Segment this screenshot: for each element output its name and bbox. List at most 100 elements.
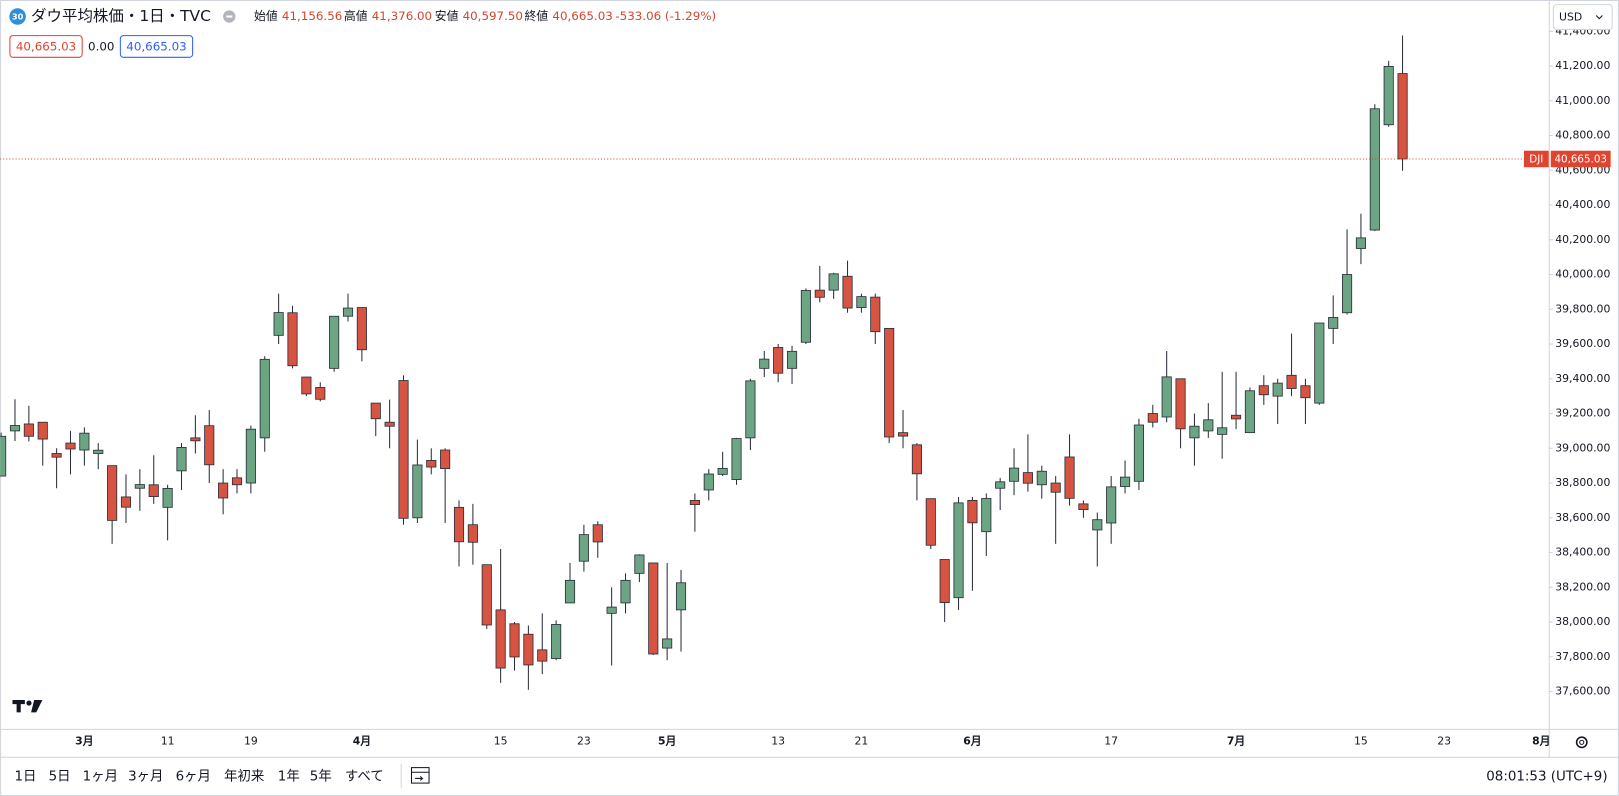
change: -533.06 (-1.29%) xyxy=(615,9,716,23)
candle-body xyxy=(329,315,340,369)
candle-body xyxy=(897,432,909,437)
x-tick-label: 19 xyxy=(244,734,258,747)
dropdown-chevron xyxy=(1595,15,1603,20)
candle-body xyxy=(1022,472,1033,484)
range-button[interactable]: 6ヶ月 xyxy=(176,769,211,784)
candle-body xyxy=(1397,73,1408,160)
candle-body xyxy=(537,649,548,662)
candle-body xyxy=(245,428,256,484)
candle-body xyxy=(870,296,881,333)
candle-body xyxy=(731,438,742,480)
candle-body xyxy=(1230,414,1242,420)
y-tick-label: 39,600.00 xyxy=(1555,337,1610,350)
ohlc-value: 41,376.00 xyxy=(372,9,432,23)
candle-body xyxy=(287,312,298,367)
candle-body xyxy=(356,307,367,351)
candle-body xyxy=(440,449,451,470)
range-button[interactable]: 1ヶ月 xyxy=(83,769,118,784)
candle-body xyxy=(1036,470,1047,486)
candle-body xyxy=(856,296,867,308)
candle-body xyxy=(412,464,423,519)
x-tick-label: 4月 xyxy=(353,734,371,747)
candle-body xyxy=(953,502,964,599)
goto-date-icon[interactable] xyxy=(410,767,430,784)
range-button[interactable]: 3ヶ月 xyxy=(128,769,163,784)
candle-body xyxy=(1092,519,1103,531)
candle-body xyxy=(509,623,520,658)
range-button[interactable]: 1日 xyxy=(15,769,37,784)
last-price-label: 40,665.03 xyxy=(1554,153,1606,165)
ohlc-value: 40,665.03 xyxy=(552,9,612,23)
candle-body xyxy=(884,327,895,438)
candle-body xyxy=(1050,482,1061,493)
candle-body xyxy=(1300,385,1311,399)
candle-body xyxy=(467,524,478,543)
ask-box[interactable] xyxy=(119,35,194,58)
ohlc-label: 始値 xyxy=(254,9,278,23)
candle-body xyxy=(842,275,853,309)
candle-body xyxy=(0,435,7,477)
candle-body xyxy=(1217,427,1228,435)
candle-body xyxy=(675,582,687,611)
candle-body xyxy=(481,564,492,626)
ohlc-value: 41,156.56 xyxy=(282,9,342,23)
candle-body xyxy=(384,421,395,427)
candle-body xyxy=(648,562,659,655)
clock: 08:01:53 (UTC+9) xyxy=(1486,769,1607,784)
candle-body xyxy=(911,444,922,475)
y-tick-label: 40,000.00 xyxy=(1555,268,1610,281)
candle-body xyxy=(551,624,562,659)
candle-body xyxy=(301,376,312,395)
range-button[interactable]: 1年 xyxy=(278,768,300,784)
candle-body xyxy=(1203,419,1214,432)
candle-body xyxy=(134,484,145,489)
range-button[interactable]: すべて xyxy=(345,768,384,784)
x-tick-label: 21 xyxy=(855,734,869,747)
candle-body xyxy=(453,506,465,543)
candle-body xyxy=(259,358,270,439)
candle-body xyxy=(1286,374,1297,389)
candle-body xyxy=(231,477,243,486)
range-button[interactable]: 年初来 xyxy=(224,768,264,784)
candle-body xyxy=(662,638,673,649)
symbol-tag xyxy=(1523,150,1549,168)
ohlc-label: 終値 xyxy=(525,9,549,23)
y-tick-label: 40,200.00 xyxy=(1555,233,1610,246)
range-button[interactable]: 5日 xyxy=(49,769,71,784)
settings-gear[interactable] xyxy=(1575,736,1588,749)
y-tick-label: 38,000.00 xyxy=(1555,615,1610,628)
candle-body xyxy=(634,554,645,574)
candle-body xyxy=(759,358,770,369)
y-tick-label: 39,800.00 xyxy=(1555,302,1610,315)
candle-body xyxy=(107,465,118,521)
y-tick-label: 37,600.00 xyxy=(1555,685,1610,698)
range-button[interactable]: 5年 xyxy=(310,768,332,784)
x-tick-label: 3月 xyxy=(75,734,93,747)
candle-body xyxy=(523,633,534,666)
candle-body xyxy=(148,484,159,497)
y-tick-label: 38,200.00 xyxy=(1555,580,1610,593)
range-toolbar: 1日 5日 1ヶ月 3ヶ月 6ヶ月 年初来 1年 5年 すべて xyxy=(15,768,384,784)
candle-body xyxy=(495,609,506,669)
ohlc-value: 40,597.50 xyxy=(463,9,523,23)
currency-dropdown[interactable] xyxy=(1552,4,1613,30)
candle-body xyxy=(1244,390,1255,434)
spread: 0.00 xyxy=(88,39,114,53)
x-tick-label: 15 xyxy=(1354,734,1368,747)
x-tick-label: 15 xyxy=(494,734,508,747)
ohlc-label: 安値 xyxy=(435,9,459,23)
candle-body xyxy=(939,559,950,603)
candle-body xyxy=(995,481,1006,489)
y-tick-label: 40,800.00 xyxy=(1555,129,1610,142)
ohlc-label: 高値 xyxy=(344,9,368,23)
bid-box[interactable] xyxy=(9,35,83,58)
candle-body xyxy=(190,437,201,442)
candle-body xyxy=(1175,378,1186,430)
candle-body xyxy=(1133,424,1144,482)
candle-body xyxy=(1147,413,1158,423)
candle-body xyxy=(1189,425,1200,439)
candle-body xyxy=(1119,476,1131,487)
